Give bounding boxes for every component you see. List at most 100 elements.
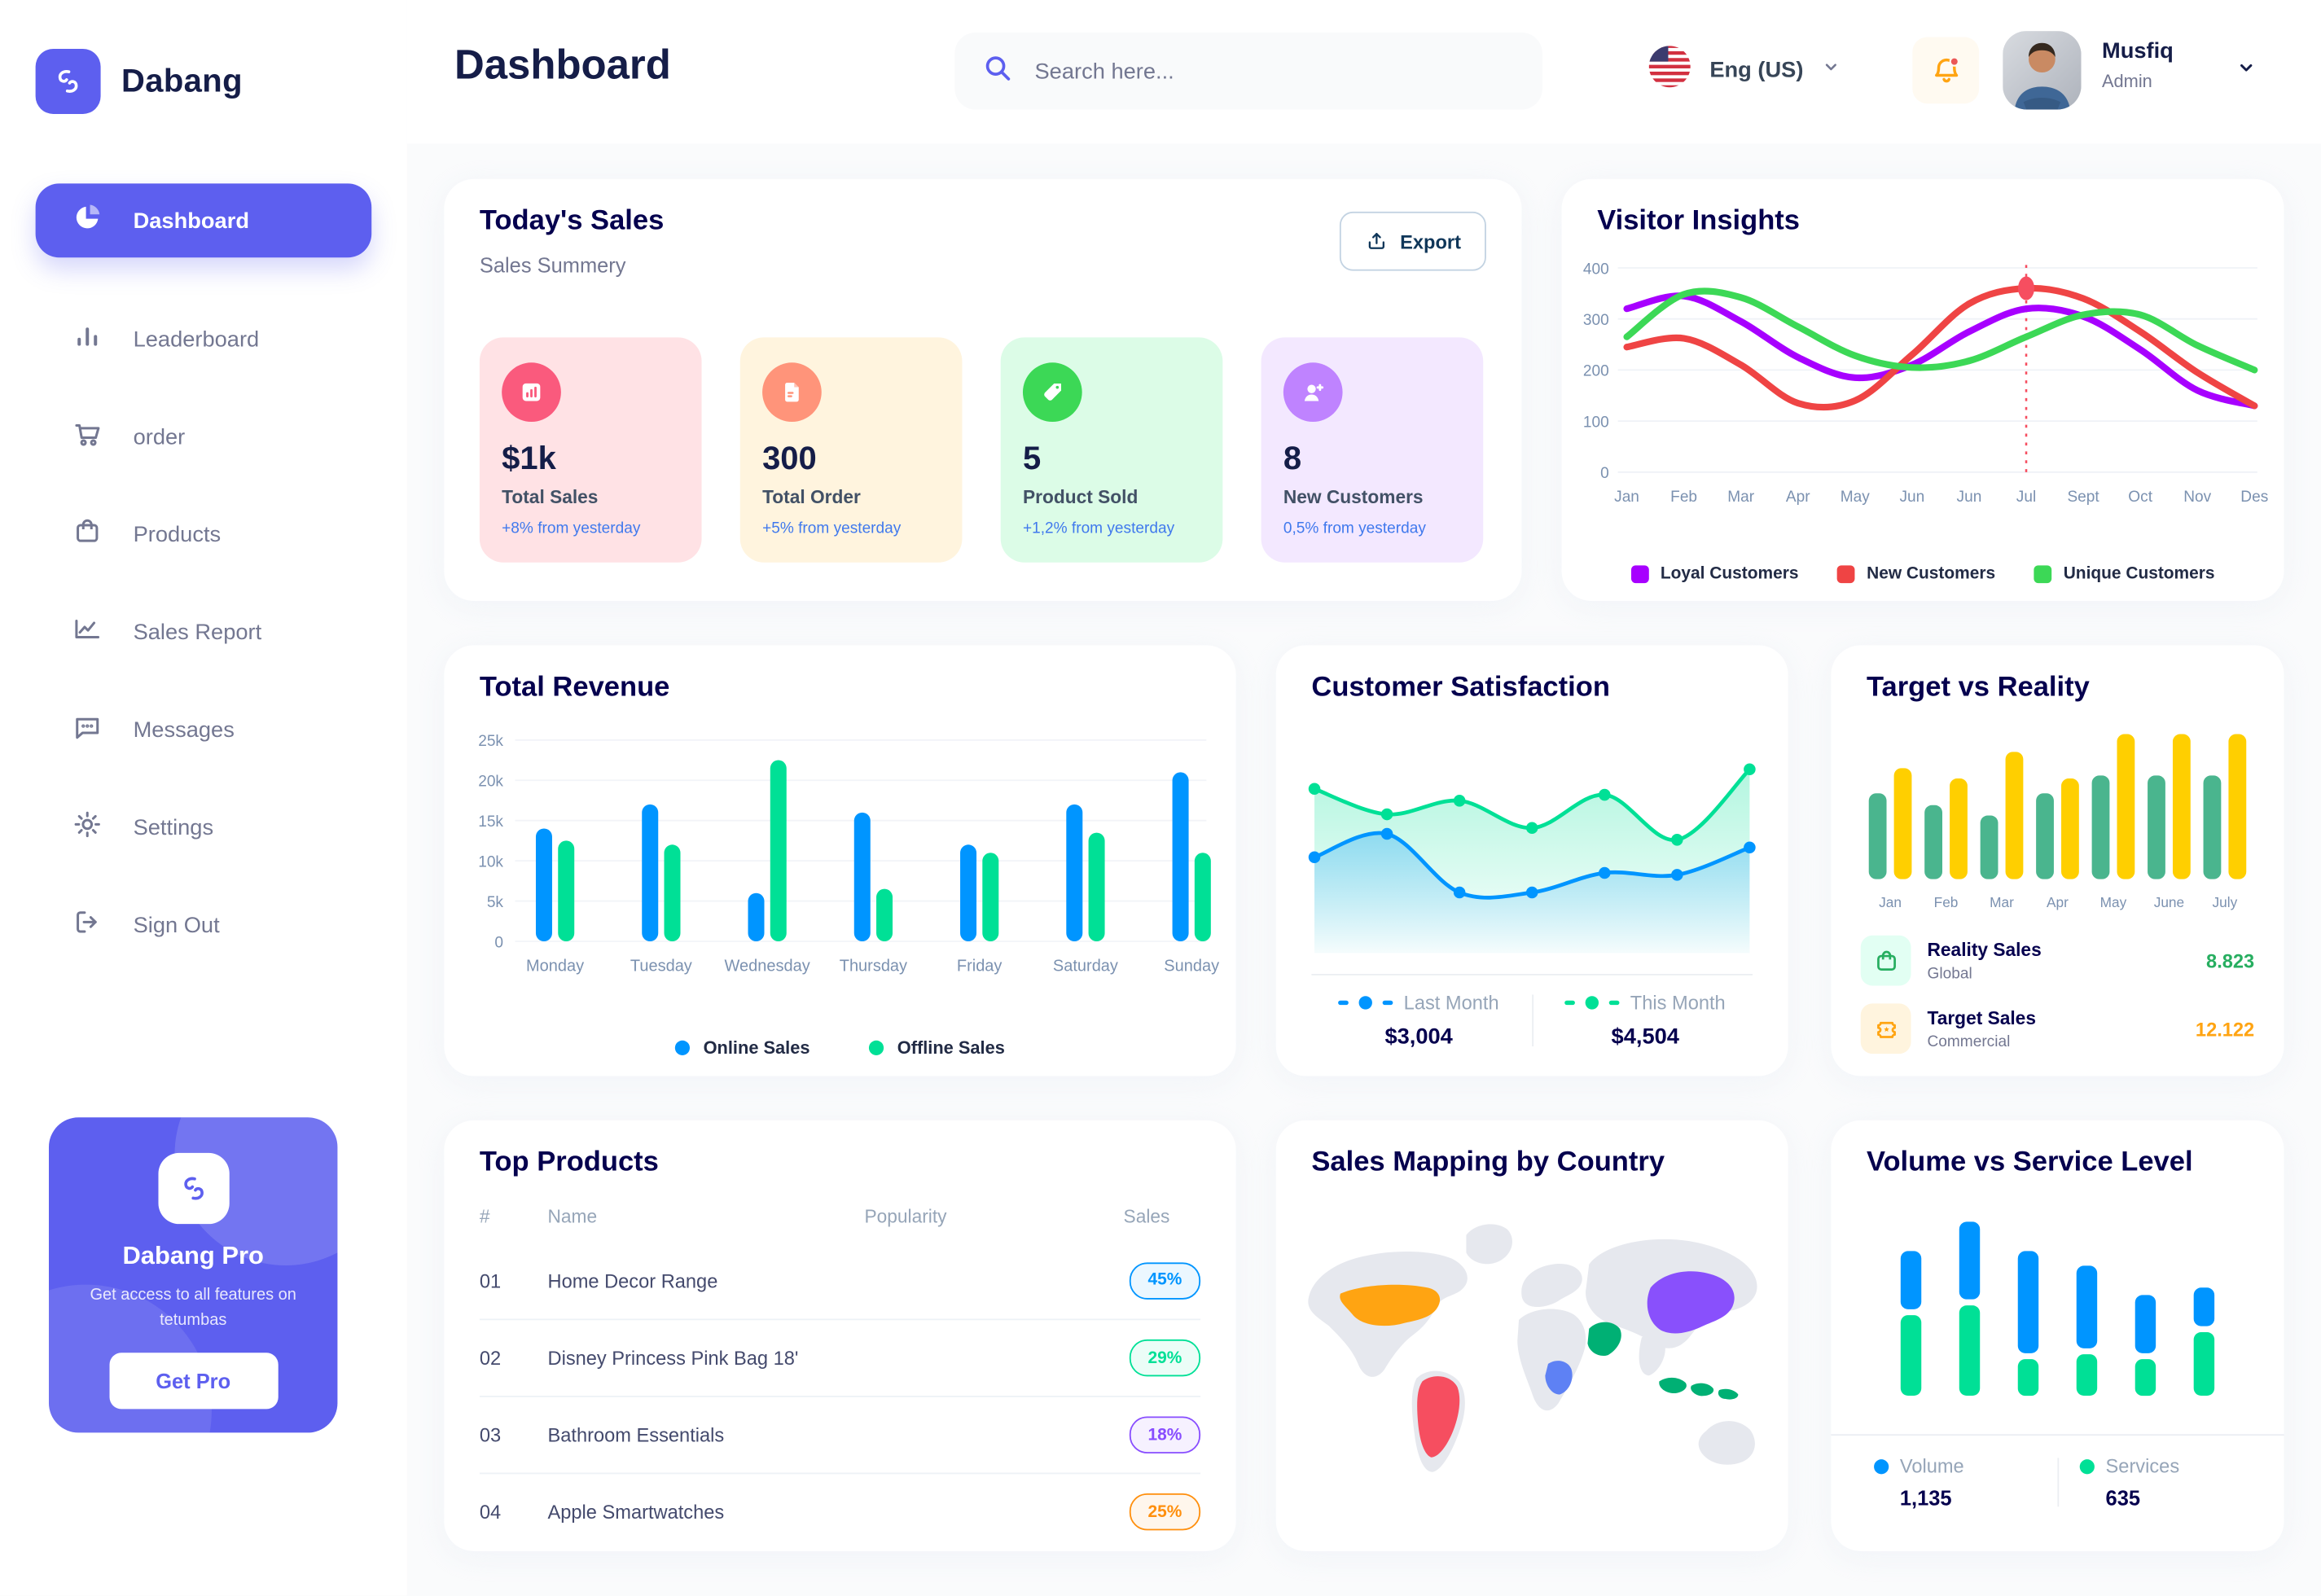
legend-label: Last Month [1403, 991, 1499, 1015]
top-header: Dashboard Eng (US) [406, 0, 2321, 144]
sidebar-item-dashboard[interactable]: Dashboard [35, 183, 372, 258]
sidebar-item-sales-report[interactable]: Sales Report [36, 595, 372, 669]
col-sales: Sales [1123, 1206, 1170, 1227]
divider [1311, 973, 1753, 976]
user-role: Admin [2101, 71, 2152, 92]
target-vs-reality-card: Target vs Reality Jan Feb Mar Apr May June Jul… [1831, 645, 2284, 1076]
col-number: # [479, 1206, 490, 1227]
volume-service-card: Volume vs Service Level Volume 1,135 Ser… [1831, 1120, 2284, 1551]
svg-text:Des: Des [2240, 489, 2268, 506]
svg-text:Sept: Sept [2067, 489, 2099, 506]
landmass-europe [1521, 1264, 1582, 1308]
table-row[interactable]: 03 Bathroom Essentials 18% [479, 1395, 1201, 1473]
search-bar[interactable] [954, 32, 1542, 110]
legend-label: Loyal Customers [1660, 565, 1799, 584]
sidebar-item-messages[interactable]: Messages [36, 693, 372, 767]
landmass-india [1639, 1334, 1665, 1376]
target-vs-reality-legend: Reality Sales Global 8.823 Target Sales … [1860, 935, 2255, 1072]
kpi-label: Total Sales [502, 486, 599, 508]
export-button[interactable]: Export [1339, 211, 1486, 271]
svg-text:May: May [2100, 894, 2127, 910]
get-pro-button[interactable]: Get Pro [108, 1353, 278, 1410]
svg-text:Jul: Jul [2016, 489, 2036, 506]
customer-satisfaction-chart [1308, 763, 1756, 954]
language-label: Eng (US) [1709, 57, 1804, 83]
svg-text:Sunday: Sunday [1164, 957, 1219, 975]
volume-total: 1,135 [1899, 1485, 1952, 1510]
legend-swatch [1630, 565, 1649, 584]
country-brazil [1417, 1376, 1460, 1458]
sidebar-item-settings[interactable]: Settings [36, 791, 372, 865]
legend-label: Target Sales [1927, 1006, 2036, 1028]
line-chart-icon [71, 612, 103, 651]
svg-text:June: June [2154, 894, 2184, 910]
sign-out-icon [71, 905, 103, 944]
sidebar-item-label: Settings [133, 814, 214, 840]
svg-text:Apr: Apr [1786, 489, 1810, 506]
gear-icon [71, 808, 103, 846]
language-selector[interactable]: Eng (US) [1648, 45, 1842, 97]
sidebar-item-label: order [133, 423, 186, 449]
customer-satisfaction-card: Customer Satisfaction Last Month $3,004 … [1275, 645, 1788, 1076]
user-avatar[interactable] [2003, 31, 2082, 110]
user-menu-chevron-icon[interactable] [2235, 56, 2257, 86]
search-input[interactable] [1031, 56, 1516, 86]
legend-dot [1873, 1458, 1889, 1474]
todays-sales-card: Today's Sales Sales Summery Export $1k T… [444, 178, 1522, 601]
legend-dot [1586, 996, 1599, 1010]
table-row[interactable]: 04 Apple Smartwatches 25% [479, 1472, 1201, 1550]
sidebar-item-sign-out[interactable]: Sign Out [36, 888, 372, 962]
legend-label: Reality Sales [1927, 939, 2042, 960]
kpi-total-order[interactable]: 300 Total Order +5% from yesterday [739, 337, 963, 563]
this-month-total: $4,504 [1611, 1024, 1679, 1050]
sidebar-item-label: Dashboard [133, 208, 250, 234]
svg-text:Feb: Feb [1670, 489, 1697, 506]
kpi-caption: +1,2% from yesterday [1022, 519, 1175, 537]
sidebar-item-products[interactable]: Products [36, 498, 372, 572]
shopping-bag-icon [1860, 935, 1911, 986]
table-row[interactable]: 01 Home Decor Range 45% [480, 1242, 1201, 1319]
svg-text:Feb: Feb [1934, 894, 1959, 910]
svg-text:Jun: Jun [1900, 489, 1925, 506]
kpi-new-customers[interactable]: 8 New Customers 0,5% from yesterday [1261, 337, 1484, 563]
total-revenue-chart: 0 5k 10k 15k 20k 25k Monday Tuesday Wednesday Thu… [478, 733, 1219, 975]
table-row[interactable]: 02 Disney Princess Pink Bag 18' 29% [479, 1318, 1201, 1396]
bar-chart-icon [502, 362, 561, 423]
sidebar-item-leaderboard[interactable]: Leaderboard [36, 302, 372, 376]
notifications-button[interactable] [1912, 37, 1980, 104]
country-china [1647, 1271, 1735, 1334]
kpi-value: 5 [1022, 439, 1042, 477]
sales-badge: 18% [1129, 1416, 1201, 1454]
svg-text:Oct: Oct [2128, 489, 2152, 506]
sidebar-item-label: Leaderboard [133, 326, 260, 352]
svg-text:Tuesday: Tuesday [630, 957, 692, 975]
pro-subtitle: Get access to all features on tetumbas [90, 1286, 296, 1329]
svg-text:Apr: Apr [2047, 894, 2069, 910]
legend-sublabel: Commercial [1927, 1032, 2011, 1050]
svg-text:Jun: Jun [1957, 489, 1982, 506]
bell-icon [1934, 55, 1959, 82]
svg-text:Mar: Mar [1727, 489, 1755, 506]
kpi-product-sold[interactable]: 5 Product Sold +1,2% from yesterday [1000, 337, 1223, 563]
pro-title: Dabang Pro [122, 1241, 264, 1270]
kpi-label: Total Order [762, 486, 861, 508]
svg-text:10k: 10k [478, 853, 503, 870]
legend-dash [1383, 1000, 1393, 1006]
sidebar-item-order[interactable]: order [36, 400, 372, 474]
total-revenue-legend: Online Sales Offline Sales [444, 1037, 1235, 1059]
cart-icon [71, 418, 103, 456]
legend-label: New Customers [1867, 565, 1996, 584]
bar-chart-icon [71, 320, 103, 358]
row-number: 02 [479, 1347, 502, 1370]
sidebar-item-label: Messages [133, 717, 235, 743]
col-popularity: Popularity [864, 1206, 947, 1227]
svg-text:20k: 20k [478, 774, 503, 791]
sidebar-nav: Dashboard Leaderboard order Products [35, 183, 372, 985]
kpi-total-sales[interactable]: $1k Total Sales +8% from yesterday [479, 337, 702, 563]
export-icon [1368, 233, 1384, 249]
tag-icon [1022, 362, 1082, 423]
volume-service-title: Volume vs Service Level [1866, 1147, 2193, 1178]
visitor-insights-card: Visitor Insights 400 300 200 100 0 Jan Feb Mar A… [1561, 178, 2284, 601]
row-number: 03 [479, 1423, 502, 1446]
reality-sales-value: 8.823 [2206, 949, 2255, 972]
